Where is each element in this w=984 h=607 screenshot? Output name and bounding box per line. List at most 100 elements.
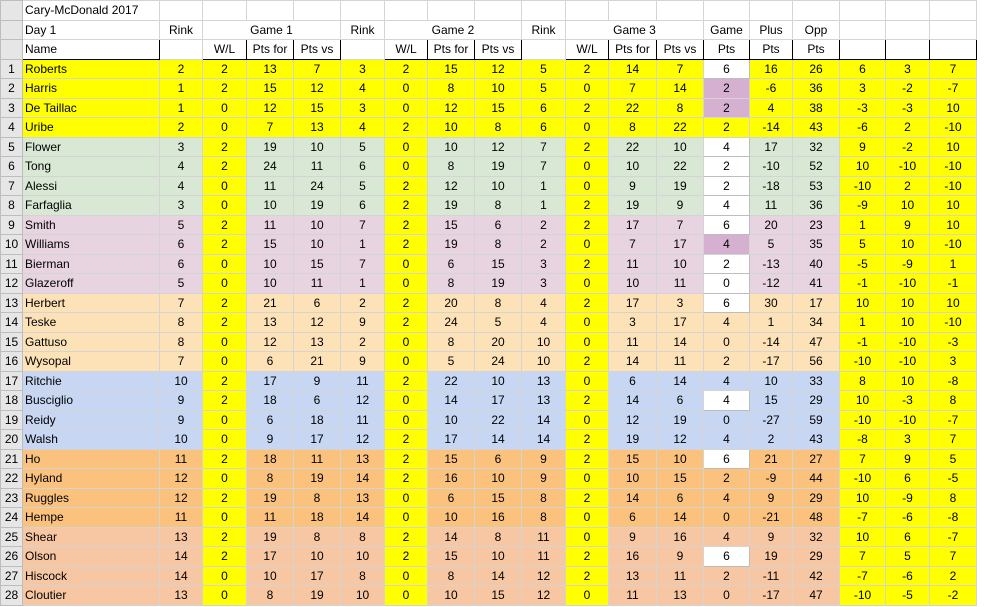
wl3-cell[interactable]: 2: [565, 448, 609, 469]
player-name-cell[interactable]: Reidy: [22, 409, 160, 430]
pf2-cell[interactable]: 16: [427, 468, 475, 489]
extra3-cell[interactable]: -10: [929, 234, 977, 255]
pv1-cell[interactable]: 10: [293, 136, 341, 157]
plus-header[interactable]: Plus: [749, 19, 793, 40]
row-number[interactable]: 27: [0, 565, 23, 586]
pf1-header[interactable]: Pts for: [246, 39, 294, 60]
rink3-cell[interactable]: 10: [521, 351, 566, 372]
extra3-cell[interactable]: -2: [929, 585, 977, 606]
player-name-cell[interactable]: Hyland: [22, 468, 160, 489]
game-pts-cell[interactable]: 4: [703, 526, 750, 547]
extra3-cell[interactable]: -8: [929, 370, 977, 391]
plus-pts-cell[interactable]: -13: [749, 253, 793, 274]
plus-pts-cell[interactable]: 20: [749, 214, 793, 235]
plus-pts-cell[interactable]: 30: [749, 292, 793, 313]
wl1-cell[interactable]: 2: [202, 58, 247, 79]
pv1-cell[interactable]: 8: [293, 526, 341, 547]
row-number[interactable]: 22: [0, 468, 23, 489]
pv3-cell[interactable]: 7: [656, 58, 704, 79]
pf1-cell[interactable]: 10: [246, 273, 294, 294]
extra3-cell[interactable]: -10: [929, 312, 977, 333]
opp-pts-cell[interactable]: 36: [792, 195, 840, 216]
opp-pts-cell[interactable]: 53: [792, 175, 840, 196]
extra3-cell[interactable]: -10: [929, 156, 977, 177]
player-name-cell[interactable]: Alessi: [22, 175, 160, 196]
wl3-cell[interactable]: 0: [565, 468, 609, 489]
rink1-cell[interactable]: 3: [159, 195, 203, 216]
pf3-cell[interactable]: 13: [608, 565, 657, 586]
extra3-cell[interactable]: -10: [929, 175, 977, 196]
extra1-cell[interactable]: -8: [839, 429, 886, 450]
extra2-cell[interactable]: -3: [885, 97, 930, 118]
rink2-cell[interactable]: 4: [340, 117, 385, 138]
rink1-cell[interactable]: 4: [159, 156, 203, 177]
wl1-cell[interactable]: 2: [202, 292, 247, 313]
wl3-cell[interactable]: 2: [565, 429, 609, 450]
pv1-cell[interactable]: 24: [293, 175, 341, 196]
pf3-cell[interactable]: 7: [608, 234, 657, 255]
player-name-cell[interactable]: Hempe: [22, 507, 160, 528]
pv1-cell[interactable]: 11: [293, 273, 341, 294]
game-pts-cell[interactable]: 2: [703, 78, 750, 99]
rink3-cell[interactable]: 8: [521, 507, 566, 528]
pv3-cell[interactable]: 6: [656, 487, 704, 508]
pf1-cell[interactable]: 15: [246, 78, 294, 99]
game-pts-cell[interactable]: 0: [703, 409, 750, 430]
rink1-cell[interactable]: 8: [159, 312, 203, 333]
pv1-cell[interactable]: 17: [293, 565, 341, 586]
opp-header[interactable]: Opp: [792, 19, 840, 40]
plus-pts-cell[interactable]: 9: [749, 487, 793, 508]
extra2-cell[interactable]: -2: [885, 136, 930, 157]
opp-pts-cell[interactable]: 52: [792, 156, 840, 177]
extra2-cell[interactable]: 3: [885, 429, 930, 450]
pf2-cell[interactable]: 10: [427, 136, 475, 157]
day-label[interactable]: Day 1: [22, 19, 160, 40]
rink3-cell[interactable]: 10: [521, 331, 566, 352]
pv1-cell[interactable]: 13: [293, 117, 341, 138]
rink2-cell[interactable]: 8: [340, 565, 385, 586]
extra1-cell[interactable]: -5: [839, 253, 886, 274]
pf1-cell[interactable]: 7: [246, 117, 294, 138]
plus-pts-cell[interactable]: 19: [749, 546, 793, 567]
pf3-cell[interactable]: 14: [608, 390, 657, 411]
pv3-cell[interactable]: 17: [656, 312, 704, 333]
wl2-cell[interactable]: 0: [384, 331, 428, 352]
player-name-cell[interactable]: De Taillac: [22, 97, 160, 118]
wl1-cell[interactable]: 2: [202, 487, 247, 508]
extra3-cell[interactable]: 2: [929, 565, 977, 586]
wl3-cell[interactable]: 2: [565, 253, 609, 274]
rink3-cell[interactable]: 14: [521, 409, 566, 430]
pv3-header[interactable]: Pts vs: [656, 39, 704, 60]
game-pts-cell[interactable]: 2: [703, 565, 750, 586]
extra3-cell[interactable]: 8: [929, 390, 977, 411]
extra3-cell[interactable]: -7: [929, 526, 977, 547]
opp-pts-cell[interactable]: 38: [792, 97, 840, 118]
wl1-cell[interactable]: 2: [202, 390, 247, 411]
rink3-cell[interactable]: 2: [521, 214, 566, 235]
wl2-cell[interactable]: 0: [384, 487, 428, 508]
pv3-cell[interactable]: 8: [656, 97, 704, 118]
sheet-title[interactable]: Cary-McDonald 2017: [22, 0, 160, 21]
extra1-cell[interactable]: 1: [839, 214, 886, 235]
player-name-cell[interactable]: Bierman: [22, 253, 160, 274]
rink1-cell[interactable]: 12: [159, 487, 203, 508]
wl2-cell[interactable]: 0: [384, 390, 428, 411]
rink1-cell[interactable]: 1: [159, 78, 203, 99]
name-header[interactable]: Name: [22, 39, 160, 60]
pf2-cell[interactable]: 15: [427, 546, 475, 567]
extra3-cell[interactable]: 3: [929, 351, 977, 372]
extra1-cell[interactable]: -7: [839, 565, 886, 586]
wl2-cell[interactable]: 2: [384, 526, 428, 547]
opp-pts-cell[interactable]: 44: [792, 468, 840, 489]
wl3-cell[interactable]: 0: [565, 234, 609, 255]
wl3-header[interactable]: W/L: [565, 39, 609, 60]
extra2-cell[interactable]: 5: [885, 546, 930, 567]
pv3-cell[interactable]: 19: [656, 175, 704, 196]
wl2-cell[interactable]: 0: [384, 409, 428, 430]
wl3-cell[interactable]: 2: [565, 58, 609, 79]
rink3-cell[interactable]: 13: [521, 370, 566, 391]
pv1-cell[interactable]: 12: [293, 312, 341, 333]
wl1-cell[interactable]: 0: [202, 175, 247, 196]
rink1-cell[interactable]: 2: [159, 58, 203, 79]
wl1-cell[interactable]: 0: [202, 429, 247, 450]
